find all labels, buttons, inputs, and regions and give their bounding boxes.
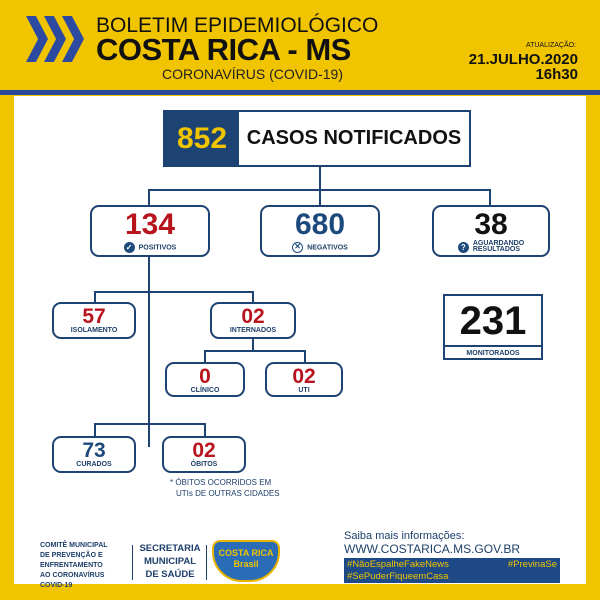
positivos-box: 134 ✓ POSITIVOS — [90, 205, 210, 257]
divider — [0, 90, 600, 95]
clinico-value: 0 — [199, 365, 211, 388]
uti-value: 02 — [292, 365, 316, 388]
obitos-note: * ÓBITOS OCORRIDOS EM UTIs DE OUTRAS CID… — [170, 477, 280, 499]
obitos-box: 02 ÓBITOS — [162, 436, 246, 473]
connector — [304, 350, 306, 363]
time: 16h30 — [535, 66, 578, 83]
aguardando-box: 38 ? AGUARDANDO RESULTADOS — [432, 205, 550, 257]
monitorados-box: 231 MONITORADOS — [443, 294, 543, 360]
divider — [132, 545, 133, 580]
date: 21.JULHO.2020 — [468, 51, 578, 68]
divider — [206, 545, 207, 580]
total-label: CASOS NOTIFICADOS — [246, 127, 462, 149]
update-label: ATUALIZAÇÃO: — [525, 42, 576, 49]
hashtags-box: #NãoEspalheFakeNews #PrevinaSe #SePuderFi… — [344, 558, 560, 583]
chevron-icon — [26, 16, 48, 62]
hashtag: #NãoEspalheFakeNews — [347, 559, 449, 570]
info-text: Saiba mais informações: — [344, 530, 465, 542]
comite-line: AO CORONAVÍRUS — [40, 572, 105, 579]
negativos-box: 680 ✕ NEGATIVOS — [260, 205, 380, 257]
total-value: 852 — [165, 112, 239, 165]
curados-label: CURADOS — [76, 461, 112, 468]
connector — [319, 167, 321, 191]
comite-line: COMITÊ MUNICIPAL — [40, 542, 108, 549]
negativos-value: 680 — [294, 208, 346, 241]
check-circle-icon: ✓ — [123, 242, 135, 253]
hashtag: #PrevinaSe — [507, 559, 557, 570]
secretaria-text: SECRETARIA MUNICIPAL DE SAÚDE — [134, 542, 206, 581]
connector — [252, 338, 254, 351]
comite-line: ENFRENTAMENTO — [40, 562, 103, 569]
logo-text: COSTA RICA Brasil — [218, 548, 274, 569]
connector — [148, 189, 150, 206]
obitos-value: 02 — [192, 439, 216, 462]
connector — [489, 189, 491, 206]
comite-line: DE PREVENÇÃO E — [40, 552, 103, 559]
isolamento-box: 57 ISOLAMENTO — [52, 302, 136, 339]
internados-box: 02 INTERNADOS — [210, 302, 296, 339]
connector — [252, 291, 254, 303]
isolamento-value: 57 — [82, 305, 106, 328]
connector — [94, 291, 96, 303]
comite-text: COMITÊ MUNICIPAL DE PREVENÇÃO E ENFRENTAME… — [40, 541, 108, 591]
internados-label: INTERNADOS — [229, 327, 277, 334]
connector — [204, 423, 206, 437]
obitos-label: ÓBITOS — [190, 461, 218, 468]
website-link[interactable]: WWW.COSTARICA.MS.GOV.BR — [344, 542, 521, 556]
connector — [94, 423, 96, 437]
positivos-label: POSITIVOS — [138, 244, 177, 252]
question-circle-icon: ? — [457, 241, 469, 253]
hashtag: #SePuderFiqueemCasa — [347, 571, 449, 582]
positivos-value: 134 — [124, 208, 176, 241]
costa-rica-logo: COSTA RICA Brasil — [212, 540, 280, 582]
aguardando-label-2: RESULTADOS — [472, 246, 521, 253]
isolamento-label: ISOLAMENTO — [70, 327, 118, 334]
secretaria-line: MUNICIPAL — [143, 556, 197, 567]
clinico-label: CLÍNICO — [190, 387, 220, 394]
title-line2: COSTA RICA - MS — [96, 32, 351, 67]
total-box: 852 CASOS NOTIFICADOS — [163, 110, 471, 167]
note-line2: UTIs DE OUTRAS CIDADES — [176, 489, 280, 498]
negativos-label: NEGATIVOS — [307, 244, 348, 252]
secretaria-line: SECRETARIA — [139, 543, 201, 554]
secretaria-line: DE SAÚDE — [145, 569, 195, 580]
title-line1: BOLETIM EPIDEMIOLÓGICO — [96, 14, 379, 37]
monitorados-value: 231 — [459, 299, 527, 343]
monitorados-label: MONITORADOS — [445, 345, 541, 357]
curados-value: 73 — [82, 439, 106, 462]
note-line1: * ÓBITOS OCORRIDOS EM — [170, 478, 272, 487]
connector — [204, 350, 206, 363]
curados-box: 73 CURADOS — [52, 436, 136, 473]
clinico-box: 0 CLÍNICO — [165, 362, 245, 397]
connector — [148, 257, 150, 447]
aguardando-value: 38 — [474, 208, 508, 241]
connector — [319, 189, 321, 206]
comite-line: COVID-19 — [40, 582, 73, 589]
uti-box: 02 UTI — [265, 362, 343, 397]
update-date: 21.JULHO.2020 16h30 — [469, 52, 578, 82]
internados-value: 02 — [241, 305, 265, 328]
connector — [94, 423, 206, 425]
uti-label: UTI — [298, 387, 310, 394]
aguardando-label: AGUARDANDO — [472, 240, 525, 247]
subtitle: CORONAVÍRUS (COVID-19) — [162, 66, 343, 82]
connector — [94, 291, 254, 293]
x-circle-icon: ✕ — [292, 242, 304, 253]
connector — [204, 350, 306, 352]
